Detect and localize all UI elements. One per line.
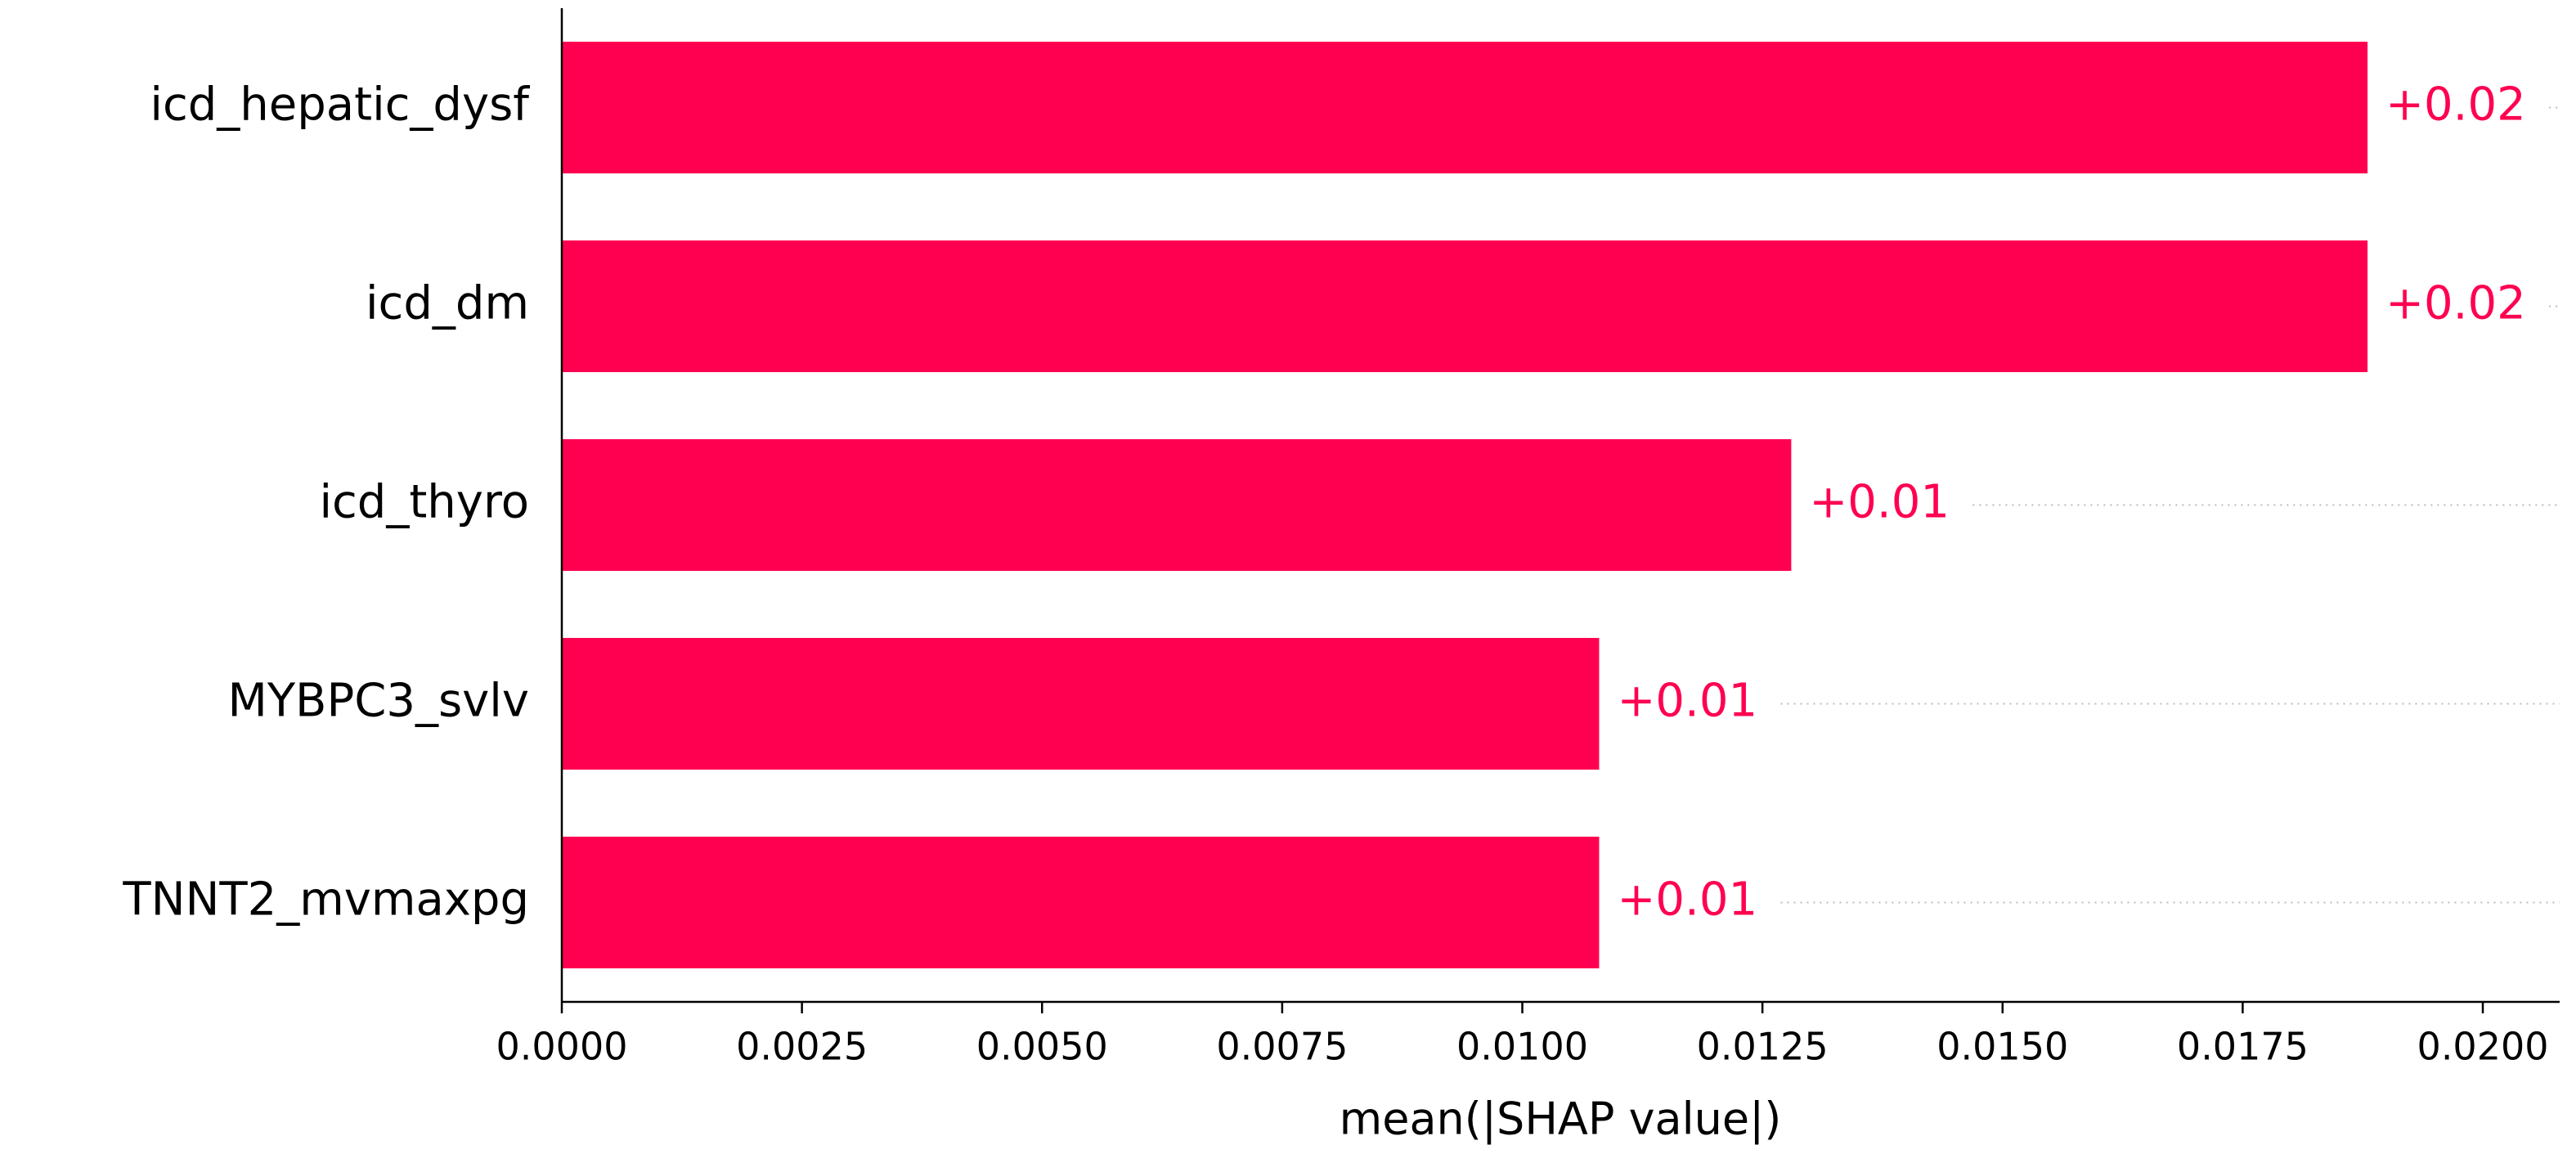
bar bbox=[562, 439, 1792, 571]
value-label: +0.02 bbox=[2385, 277, 2526, 330]
x-tick-label: 0.0150 bbox=[1936, 1025, 2068, 1069]
category-label: icd_thyro bbox=[319, 476, 529, 529]
x-tick-label: 0.0200 bbox=[2417, 1025, 2549, 1069]
category-label: icd_hepatic_dysf bbox=[150, 79, 530, 132]
value-label-bg bbox=[1612, 873, 1776, 932]
category-label: MYBPC3_svlv bbox=[228, 675, 529, 728]
bar bbox=[562, 837, 1600, 968]
value-label: +0.01 bbox=[1809, 476, 1950, 529]
value-label-bg bbox=[2381, 276, 2545, 336]
x-axis-label: mean(|SHAP value|) bbox=[1340, 1093, 1782, 1145]
value-label: +0.01 bbox=[1617, 675, 1757, 728]
value-label: +0.01 bbox=[1617, 873, 1757, 927]
category-label: icd_dm bbox=[366, 277, 529, 330]
bar bbox=[562, 638, 1600, 770]
x-tick-label: 0.0175 bbox=[2177, 1025, 2309, 1069]
bar bbox=[562, 240, 2368, 372]
value-label-bg bbox=[2381, 78, 2545, 137]
x-tick-label: 0.0075 bbox=[1216, 1025, 1348, 1069]
x-tick-label: 0.0050 bbox=[976, 1025, 1108, 1069]
x-tick-label: 0.0025 bbox=[736, 1025, 868, 1069]
value-label-bg bbox=[1804, 475, 1968, 535]
x-tick-label: 0.0000 bbox=[496, 1025, 628, 1069]
value-label-bg bbox=[1612, 674, 1776, 734]
value-label: +0.02 bbox=[2385, 79, 2526, 132]
x-tick-label: 0.0125 bbox=[1697, 1025, 1829, 1069]
bar bbox=[562, 42, 2368, 173]
category-label: TNNT2_mvmaxpg bbox=[122, 873, 529, 927]
x-tick-label: 0.0100 bbox=[1456, 1025, 1588, 1069]
